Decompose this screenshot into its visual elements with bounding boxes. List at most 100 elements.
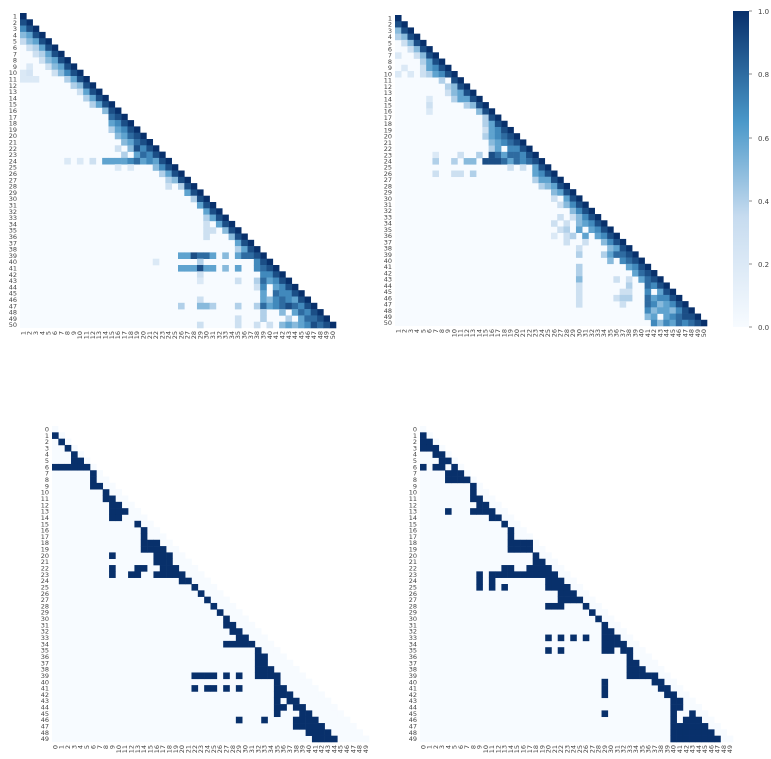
colorbar-tick-label: 0.4 xyxy=(758,198,770,206)
heatmap-cell xyxy=(607,640,615,648)
heatmap-cell xyxy=(451,470,458,477)
heatmap-cell xyxy=(311,685,319,692)
y-tick-label: 22 xyxy=(409,565,417,573)
heatmap-cell xyxy=(133,126,141,133)
heatmap-cell xyxy=(196,321,204,329)
heatmap-cell xyxy=(638,263,645,271)
heatmap-cell xyxy=(32,76,40,83)
y-tick-label: 38 xyxy=(41,666,49,674)
heatmap-cell xyxy=(669,294,677,302)
heatmap-cell xyxy=(601,609,609,616)
heatmap-cell xyxy=(234,239,242,247)
heatmap-cell xyxy=(569,232,577,240)
heatmap-cell xyxy=(267,666,275,673)
y-tick-label: 49 xyxy=(384,313,392,321)
heatmap-cell xyxy=(20,13,27,20)
heatmap-cell xyxy=(650,307,658,314)
heatmap-cell xyxy=(298,321,305,329)
heatmap-cell xyxy=(614,621,621,629)
x-tick-label: 26 xyxy=(582,745,590,753)
heatmap-cell xyxy=(329,321,337,329)
heatmap-cell xyxy=(234,315,242,322)
heatmap-cell xyxy=(121,113,128,121)
heatmap-cell xyxy=(209,302,217,310)
heatmap-cell xyxy=(644,263,652,271)
heatmap-cell xyxy=(76,82,84,89)
heatmap-cell xyxy=(223,672,230,680)
heatmap-cell xyxy=(488,145,496,153)
heatmap-cell xyxy=(663,288,670,296)
heatmap-cell xyxy=(76,69,84,77)
y-tick-label: 14 xyxy=(384,95,392,103)
heatmap-cell xyxy=(159,157,166,165)
y-tick-label: 39 xyxy=(409,672,417,680)
heatmap-cell xyxy=(488,151,496,159)
heatmap-panel-bottom-right: 0011223344556677889910101111121213131414… xyxy=(409,425,734,753)
x-tick-label: 40 xyxy=(670,745,678,753)
heatmap-cell xyxy=(127,164,135,171)
heatmap-cell xyxy=(133,145,141,152)
heatmap-cell xyxy=(127,157,135,165)
y-tick-label: 43 xyxy=(384,276,392,284)
heatmap-cell xyxy=(26,69,33,77)
heatmap-cell xyxy=(707,716,715,724)
y-tick-label: 42 xyxy=(9,271,17,279)
heatmap-cell xyxy=(569,195,577,202)
heatmap-cell xyxy=(191,685,199,692)
heatmap-cell xyxy=(64,76,71,83)
heatmap-cell xyxy=(272,283,280,291)
heatmap-cell xyxy=(476,102,483,109)
y-tick-label: 7 xyxy=(413,470,417,478)
heatmap-cell xyxy=(292,666,300,673)
heatmap-cell xyxy=(209,208,217,215)
heatmap-cell xyxy=(279,290,286,297)
heatmap-cell xyxy=(285,321,293,329)
heatmap-cell xyxy=(588,207,595,215)
heatmap-cell xyxy=(582,238,589,246)
heatmap-cell xyxy=(203,302,210,310)
heatmap-cell xyxy=(538,546,546,553)
heatmap-cell xyxy=(152,258,160,266)
heatmap-cell xyxy=(127,145,135,152)
heatmap-cell xyxy=(134,571,142,578)
y-tick-label: 17 xyxy=(41,533,49,541)
x-tick-label: 34 xyxy=(267,745,275,753)
heatmap-cell xyxy=(457,77,464,84)
x-tick-label: 8 xyxy=(438,329,446,333)
x-tick-label: 10 xyxy=(450,329,458,337)
heatmap-cell xyxy=(426,46,433,53)
heatmap-cell xyxy=(457,95,464,103)
heatmap-cell xyxy=(71,451,78,458)
x-tick-label: 12 xyxy=(89,331,97,339)
heatmap-cell xyxy=(140,132,147,140)
x-tick-label: 4 xyxy=(444,745,452,749)
heatmap-cell xyxy=(551,176,558,184)
heatmap-cell xyxy=(563,571,571,578)
heatmap-cell xyxy=(625,263,633,271)
heatmap-cell xyxy=(494,158,502,165)
heatmap-cell xyxy=(241,239,248,247)
y-tick-label: 18 xyxy=(384,120,392,128)
x-tick-label: 13 xyxy=(501,745,509,753)
x-tick-label: 1 xyxy=(394,329,402,333)
heatmap-cell xyxy=(520,546,527,553)
heatmap-cell xyxy=(482,133,489,140)
heatmap-cell xyxy=(286,697,294,705)
x-tick-label: 36 xyxy=(613,329,621,337)
heatmap-cell xyxy=(432,158,439,165)
heatmap-cell xyxy=(304,296,312,304)
y-tick-label: 29 xyxy=(9,189,17,197)
heatmap-cell xyxy=(544,182,552,190)
heatmap-cell xyxy=(64,444,72,452)
heatmap-cell xyxy=(601,647,609,654)
heatmap-cell xyxy=(463,89,471,97)
heatmap-cell xyxy=(557,189,564,196)
y-tick-label: 29 xyxy=(41,609,49,617)
heatmap-cell xyxy=(676,704,684,711)
heatmap-cell xyxy=(488,126,496,134)
heatmap-cell xyxy=(305,678,313,686)
heatmap-cell xyxy=(657,685,665,692)
heatmap-cell xyxy=(526,145,533,153)
y-tick-label: 19 xyxy=(384,126,392,134)
heatmap-cell xyxy=(197,571,205,578)
